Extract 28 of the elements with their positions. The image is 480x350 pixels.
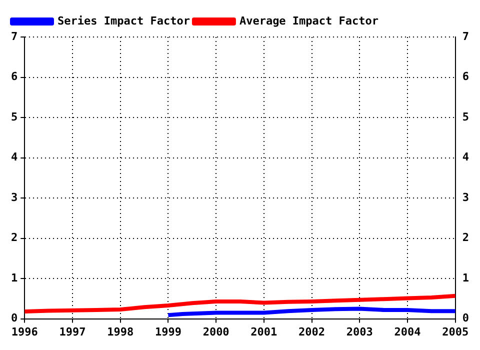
y2-tick-label: 5 [462,110,469,124]
y-tick-label: 2 [11,231,18,244]
x-tick-label: 2002 [298,325,326,338]
y-tick-label: 7 [11,30,18,43]
y2-tick-label: 1 [462,271,470,284]
legend-label: Series Impact Factor [58,14,190,28]
y-tick-label: 0 [11,312,18,325]
y2-tick-label: 3 [462,190,469,204]
x-tick-label: 1999 [154,325,182,338]
x-tick-label: 2004 [394,325,422,338]
y2-tick-label: 6 [462,70,470,84]
y-tick-label: 5 [11,110,18,124]
legend-label: Average Impact Factor [239,14,379,28]
x-tick-label: 2001 [250,325,278,338]
x-tick-label: 1996 [11,325,38,338]
x-tick-label: 2003 [346,325,373,338]
y2-tick-label: 7 [462,30,469,43]
x-tick-label: 2000 [202,325,230,338]
y2-tick-label: 2 [462,231,469,244]
y2-tick-label: 0 [462,312,469,325]
x-tick-label: 1998 [107,325,134,338]
y-tick-label: 6 [11,70,18,84]
x-tick-label: 1997 [59,325,86,338]
y-tick-label: 4 [11,150,18,164]
y-tick-label: 1 [11,271,18,284]
y2-tick-label: 4 [462,150,470,164]
y-tick-label: 3 [11,190,18,204]
x-tick-label: 2005 [442,325,469,338]
